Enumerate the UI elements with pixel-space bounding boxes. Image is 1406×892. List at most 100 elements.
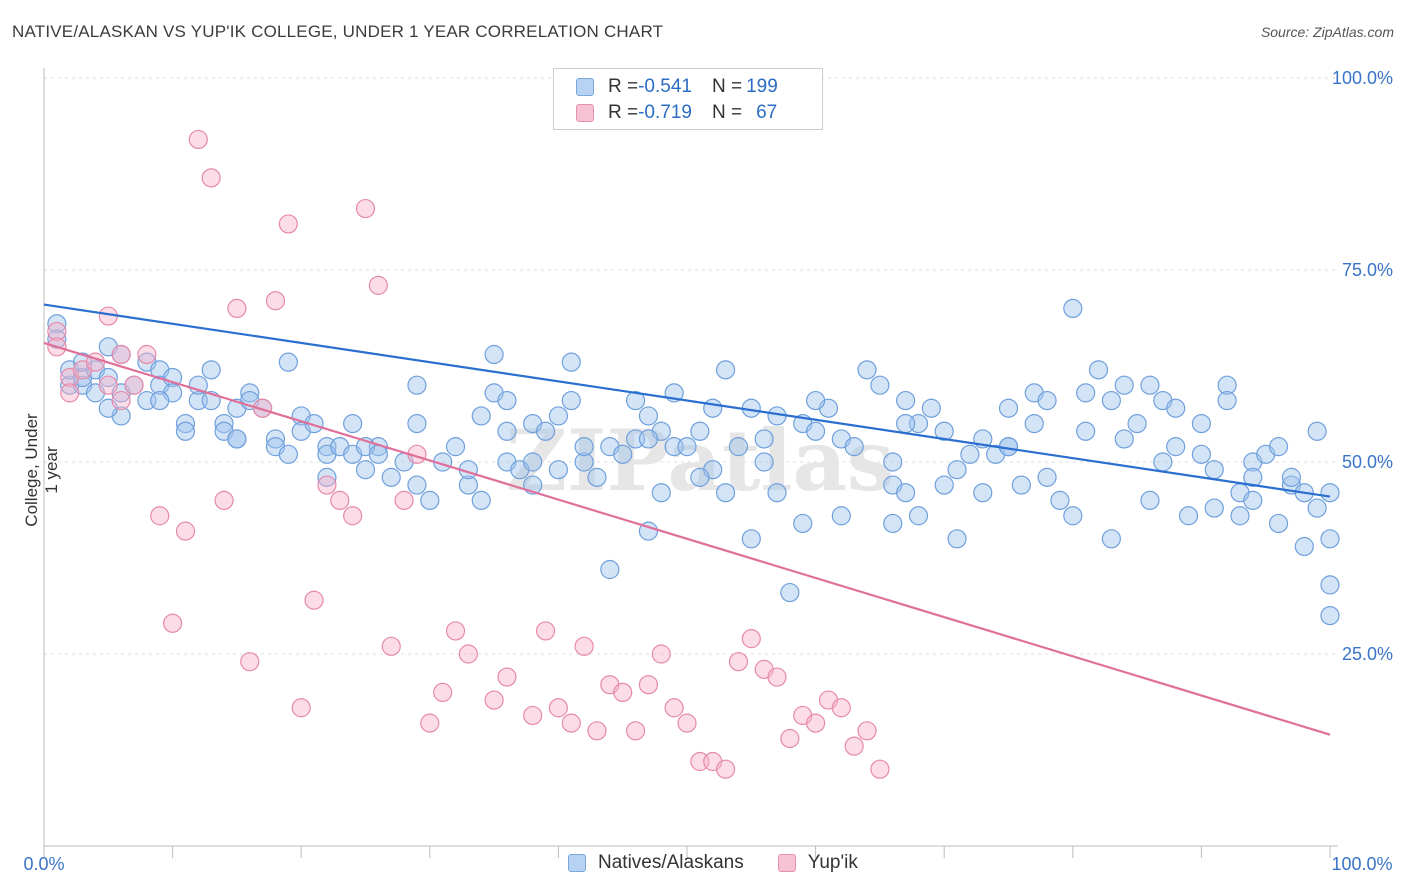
natives-point xyxy=(651,483,671,503)
yupik-swatch xyxy=(576,104,594,122)
chart-title: NATIVE/ALASKAN VS YUP'IK COLLEGE, UNDER … xyxy=(12,22,664,41)
natives-point xyxy=(1268,437,1289,457)
natives-trend-line xyxy=(43,303,1331,498)
natives-point xyxy=(1076,383,1096,403)
yupik-point xyxy=(291,698,311,718)
natives-point xyxy=(805,421,826,441)
natives-point xyxy=(1217,375,1237,395)
yupik-point xyxy=(304,590,324,610)
yupik-legend-label: Yup'ik xyxy=(807,852,858,873)
natives-point xyxy=(420,490,440,510)
natives-point xyxy=(1050,490,1070,510)
natives-point xyxy=(896,414,916,434)
natives-point xyxy=(1294,536,1314,557)
natives-point xyxy=(1166,437,1186,457)
natives-point xyxy=(175,421,196,441)
natives-point xyxy=(1088,360,1109,380)
yupik-r-label: R = xyxy=(608,102,639,123)
natives-point xyxy=(947,460,967,480)
natives-point xyxy=(1114,429,1134,449)
natives-point xyxy=(805,390,826,411)
yupik-point xyxy=(343,506,363,526)
natives-point xyxy=(471,490,491,510)
natives-point xyxy=(458,475,478,495)
natives-point xyxy=(754,429,774,449)
yupik-point xyxy=(677,713,697,733)
yupik-point xyxy=(458,644,478,664)
natives-point xyxy=(1230,506,1250,526)
natives-point xyxy=(934,421,954,441)
natives-point xyxy=(947,529,967,549)
natives-point xyxy=(1191,444,1212,464)
natives-point xyxy=(561,352,581,372)
natives-point xyxy=(870,375,890,395)
yupik-point xyxy=(175,521,196,541)
natives-point xyxy=(715,360,736,380)
natives-point xyxy=(844,437,864,457)
natives-point xyxy=(381,467,401,487)
natives-n-label: N = xyxy=(711,76,743,97)
natives-point xyxy=(445,437,466,457)
natives-point xyxy=(883,513,903,534)
yupik-point xyxy=(574,636,594,656)
natives-point xyxy=(1320,605,1340,626)
yupik-point xyxy=(381,636,401,656)
natives-point xyxy=(1037,390,1057,411)
natives-point xyxy=(625,390,646,411)
legend-item-yupik: Yup'ik xyxy=(777,852,858,874)
natives-point xyxy=(47,314,67,334)
yupik-point xyxy=(780,728,800,749)
natives-point xyxy=(1140,375,1160,395)
natives-point xyxy=(214,414,234,434)
natives-point xyxy=(857,360,877,380)
natives-r-value: -0.541 xyxy=(638,76,692,97)
natives-point xyxy=(1178,506,1199,526)
natives-point xyxy=(960,444,980,464)
natives-point xyxy=(317,467,337,487)
yupik-point xyxy=(98,375,118,395)
natives-point xyxy=(921,398,941,418)
natives-point xyxy=(998,398,1019,418)
yupik-point xyxy=(394,490,414,510)
x-tick-label: 0.0% xyxy=(23,854,64,874)
yupik-point xyxy=(137,344,157,365)
natives-point xyxy=(1063,298,1083,318)
natives-point xyxy=(278,444,298,464)
natives-point xyxy=(1037,467,1057,487)
legend-item-natives: Natives/Alaskans xyxy=(568,852,744,874)
yupik-point xyxy=(831,698,851,718)
natives-point xyxy=(908,506,929,526)
yupik-point xyxy=(870,759,890,779)
yupik-point xyxy=(728,652,749,672)
yupik-point xyxy=(188,129,208,150)
yupik-trend-line xyxy=(43,341,1331,736)
natives-point xyxy=(1204,460,1224,480)
natives-n-value: 199 xyxy=(746,76,778,97)
yupik-point xyxy=(844,736,864,756)
natives-point xyxy=(150,390,170,411)
natives-point xyxy=(690,467,710,487)
yupik-point xyxy=(420,713,440,733)
natives-point xyxy=(715,483,736,503)
yupik-point xyxy=(857,721,877,741)
natives-point xyxy=(1166,398,1186,418)
natives-point xyxy=(754,452,774,472)
yupik-point xyxy=(561,713,581,733)
yupik-point xyxy=(201,168,221,188)
natives-point xyxy=(677,437,697,457)
yupik-point xyxy=(330,490,350,510)
natives-point xyxy=(561,390,581,411)
yupik-point xyxy=(227,298,247,318)
natives-point xyxy=(407,475,427,495)
natives-point xyxy=(1307,498,1327,518)
natives-point xyxy=(703,398,723,418)
natives-point xyxy=(1140,490,1160,510)
yupik-point xyxy=(445,621,466,641)
y-tick-label: 25.0% xyxy=(1342,644,1393,664)
natives-point xyxy=(548,460,569,480)
natives-point xyxy=(368,444,388,464)
natives-legend-label: Natives/Alaskans xyxy=(598,852,744,873)
y-tick-label: 100.0% xyxy=(1332,68,1393,88)
natives-point xyxy=(163,367,183,388)
natives-point xyxy=(548,406,569,426)
